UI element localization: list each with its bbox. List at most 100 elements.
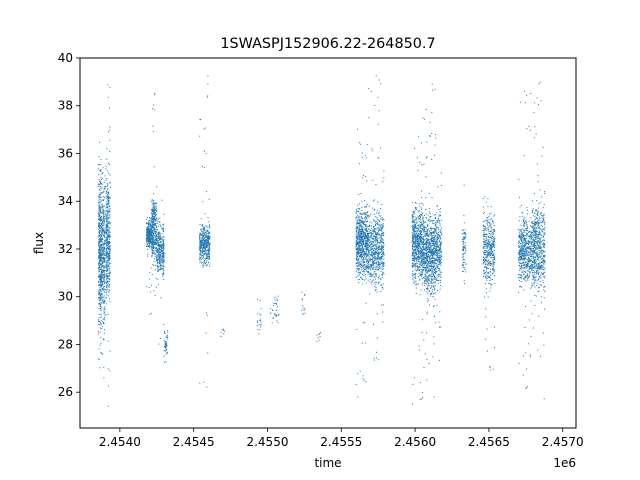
data-point (160, 260, 162, 262)
data-point (153, 218, 155, 220)
data-point (199, 232, 201, 234)
data-point (161, 260, 163, 262)
data-point (364, 268, 366, 270)
data-point (158, 269, 160, 271)
data-point (362, 226, 364, 228)
data-point (98, 227, 100, 229)
data-point (199, 239, 201, 241)
data-point (434, 259, 436, 261)
data-point (367, 217, 369, 219)
data-point (369, 225, 371, 227)
data-point (373, 241, 375, 243)
data-point (159, 257, 161, 258)
data-point (147, 224, 149, 226)
data-point (153, 202, 155, 204)
data-point (154, 207, 156, 209)
data-point (419, 274, 421, 276)
data-point (98, 281, 100, 283)
data-point (379, 226, 381, 228)
data-point (364, 270, 366, 272)
data-point (375, 258, 377, 260)
data-point (356, 265, 358, 267)
data-point (421, 260, 423, 262)
data-point (104, 253, 106, 255)
data-point (158, 255, 160, 257)
data-point (151, 221, 153, 223)
data-point (98, 291, 100, 293)
data-point (418, 258, 420, 260)
data-point (425, 283, 427, 285)
data-point (302, 305, 304, 307)
data-point (357, 242, 359, 244)
data-point (259, 329, 261, 331)
data-point (415, 266, 417, 268)
data-point (209, 265, 211, 267)
data-point (414, 263, 416, 265)
data-point (372, 261, 374, 263)
data-point (357, 268, 359, 270)
data-point (152, 200, 154, 202)
data-point (422, 268, 424, 270)
data-point (107, 236, 109, 238)
data-point (99, 141, 101, 143)
data-point (368, 260, 370, 262)
data-point (383, 234, 384, 236)
data-point (374, 223, 376, 225)
data-point (430, 262, 432, 264)
data-point (100, 328, 102, 330)
data-point (107, 275, 109, 277)
data-point (364, 238, 366, 240)
data-point (418, 248, 420, 250)
data-point (98, 258, 100, 260)
data-point (362, 230, 364, 232)
data-point (411, 265, 413, 267)
data-point (357, 275, 359, 277)
data-point (365, 381, 367, 383)
data-point (98, 225, 100, 227)
data-point (162, 241, 164, 243)
data-point (377, 247, 379, 249)
data-point (360, 224, 362, 226)
data-point (101, 239, 103, 241)
data-point (270, 308, 272, 310)
data-point (105, 225, 107, 227)
data-point (156, 260, 158, 262)
data-point (417, 243, 419, 245)
data-point (102, 225, 104, 227)
data-point (209, 237, 211, 239)
data-point (155, 214, 157, 216)
data-point (421, 240, 423, 242)
data-point (363, 248, 365, 250)
data-point (274, 296, 276, 298)
data-point (361, 259, 363, 261)
data-point (165, 340, 167, 342)
data-point (103, 260, 105, 262)
data-point (276, 299, 278, 301)
data-point (358, 271, 360, 273)
data-point (358, 241, 360, 243)
data-point (414, 277, 416, 279)
data-point (372, 323, 374, 325)
data-point (419, 263, 421, 265)
data-point (149, 234, 151, 236)
data-point (204, 249, 206, 251)
data-point (379, 263, 381, 265)
data-point (204, 233, 206, 235)
data-point (382, 180, 384, 182)
data-point (432, 240, 434, 242)
data-point (374, 251, 376, 253)
data-point (102, 215, 104, 217)
data-point (103, 308, 105, 310)
data-point (368, 266, 370, 268)
data-point (367, 274, 369, 276)
data-point (205, 236, 207, 238)
data-point (362, 271, 364, 273)
data-point (103, 223, 105, 225)
data-point (357, 248, 359, 250)
data-point (108, 226, 110, 228)
data-point (109, 211, 111, 213)
data-point (429, 247, 431, 249)
data-point (107, 288, 109, 290)
data-point (364, 199, 366, 201)
data-point (361, 265, 363, 267)
